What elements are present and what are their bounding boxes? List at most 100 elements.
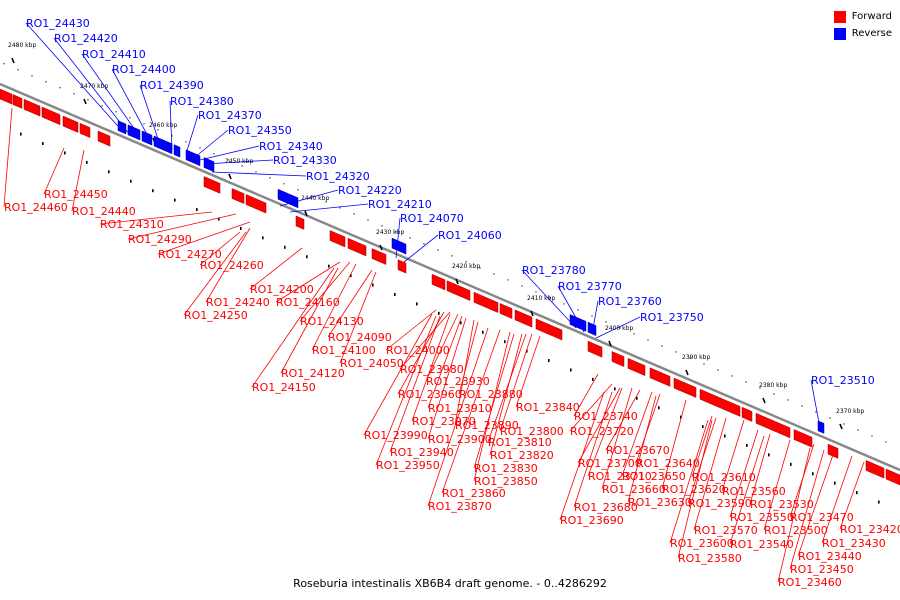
forward-gene-block bbox=[23, 98, 41, 117]
gene-label[interactable]: RO1_24210 bbox=[368, 198, 432, 211]
gene-label[interactable]: RO1_23630 bbox=[628, 496, 692, 509]
gene-label[interactable]: RO1_23640 bbox=[636, 457, 700, 470]
gene-label[interactable]: RO1_23880 bbox=[459, 388, 523, 401]
scale-dot bbox=[353, 213, 355, 215]
gene-label[interactable]: RO1_23570 bbox=[694, 524, 758, 537]
gene-label[interactable]: RO1_24260 bbox=[200, 259, 264, 272]
gene-label[interactable]: RO1_24450 bbox=[44, 188, 108, 201]
gene-label[interactable]: RO1_23910 bbox=[428, 402, 492, 415]
gene-label[interactable]: RO1_24250 bbox=[184, 309, 248, 322]
gene-label[interactable]: RO1_24050 bbox=[340, 357, 404, 370]
scale-dot bbox=[843, 423, 845, 425]
gene-label[interactable]: RO1_23540 bbox=[730, 538, 794, 551]
gene-label[interactable]: RO1_23430 bbox=[822, 537, 886, 550]
gene-label[interactable]: RO1_23990 bbox=[364, 429, 428, 442]
gene-label[interactable]: RO1_23600 bbox=[670, 537, 734, 550]
gene-label[interactable]: RO1_23810 bbox=[488, 436, 552, 449]
gene-label[interactable]: RO1_24200 bbox=[250, 283, 314, 296]
scale-dot bbox=[31, 74, 33, 77]
gene-label[interactable]: RO1_23960 bbox=[398, 388, 462, 401]
gene-label[interactable]: RO1_23690 bbox=[560, 514, 624, 527]
gene-label[interactable]: RO1_23420 bbox=[840, 523, 900, 536]
gene-label[interactable]: RO1_24310 bbox=[100, 218, 164, 231]
gene-label[interactable]: RO1_23460 bbox=[778, 576, 842, 589]
gene-label[interactable]: RO1_23610 bbox=[692, 471, 756, 484]
gene-label[interactable]: RO1_23550 bbox=[730, 511, 794, 524]
inner-scale-mark bbox=[746, 443, 748, 447]
gene-label[interactable]: RO1_23440 bbox=[798, 550, 862, 563]
gene-label[interactable]: RO1_23510 bbox=[811, 374, 875, 387]
gene-label[interactable]: RO1_24240 bbox=[206, 296, 270, 309]
gene-label[interactable]: RO1_23930 bbox=[426, 375, 490, 388]
gene-label[interactable]: RO1_23710 bbox=[588, 470, 652, 483]
gene-label[interactable]: RO1_23700 bbox=[578, 457, 642, 470]
gene-label[interactable]: RO1_23650 bbox=[622, 470, 686, 483]
gene-label[interactable]: RO1_23580 bbox=[678, 552, 742, 565]
gene-label[interactable]: RO1_24440 bbox=[72, 205, 136, 218]
gene-label[interactable]: RO1_24270 bbox=[158, 248, 222, 261]
gene-label[interactable]: RO1_23450 bbox=[790, 563, 854, 576]
gene-label[interactable]: RO1_23800 bbox=[500, 425, 564, 438]
gene-label[interactable]: RO1_24060 bbox=[438, 229, 502, 242]
gene-label[interactable]: RO1_24380 bbox=[170, 95, 234, 108]
gene-label[interactable]: RO1_23980 bbox=[400, 363, 464, 376]
gene-label[interactable]: RO1_24430 bbox=[26, 17, 90, 30]
gene-label[interactable]: RO1_23720 bbox=[570, 425, 634, 438]
gene-label[interactable]: RO1_23860 bbox=[442, 487, 506, 500]
gene-label[interactable]: RO1_23840 bbox=[516, 401, 580, 414]
gene-label[interactable]: RO1_24000 bbox=[386, 344, 450, 357]
gene-label[interactable]: RO1_23590 bbox=[688, 497, 752, 510]
gene-label[interactable]: RO1_23950 bbox=[376, 459, 440, 472]
gene-label[interactable]: RO1_23820 bbox=[490, 449, 554, 462]
gene-label[interactable]: RO1_24130 bbox=[300, 315, 364, 328]
scale-dot bbox=[815, 411, 817, 413]
gene-label[interactable]: RO1_23740 bbox=[574, 410, 638, 423]
gene-label[interactable]: RO1_23770 bbox=[558, 280, 622, 293]
forward-gene-block bbox=[793, 429, 813, 448]
gene-label[interactable]: RO1_23970 bbox=[412, 415, 476, 428]
gene-label[interactable]: RO1_23620 bbox=[662, 483, 726, 496]
gene-label[interactable]: RO1_23680 bbox=[574, 501, 638, 514]
gene-label[interactable]: RO1_23470 bbox=[790, 511, 854, 524]
gene-label[interactable]: RO1_23900 bbox=[428, 433, 492, 446]
forward-leader-line bbox=[425, 313, 459, 382]
gene-label[interactable]: RO1_23830 bbox=[474, 462, 538, 475]
gene-label[interactable]: RO1_24370 bbox=[198, 109, 262, 122]
gene-label[interactable]: RO1_23750 bbox=[640, 311, 704, 324]
scale-tick bbox=[304, 210, 308, 217]
gene-label[interactable]: RO1_24220 bbox=[338, 184, 402, 197]
gene-label[interactable]: RO1_23670 bbox=[606, 444, 670, 457]
gene-label[interactable]: RO1_23940 bbox=[390, 446, 454, 459]
gene-label[interactable]: RO1_23850 bbox=[474, 475, 538, 488]
scale-tick bbox=[839, 423, 843, 430]
gene-label[interactable]: RO1_23660 bbox=[602, 483, 666, 496]
gene-label[interactable]: RO1_23870 bbox=[428, 500, 492, 513]
gene-label[interactable]: RO1_24390 bbox=[140, 79, 204, 92]
forward-gene-block bbox=[865, 460, 885, 479]
gene-label[interactable]: RO1_24350 bbox=[228, 124, 292, 137]
gene-label[interactable]: RO1_24460 bbox=[4, 201, 68, 214]
gene-label[interactable]: RO1_24150 bbox=[252, 381, 316, 394]
gene-label[interactable]: RO1_24120 bbox=[281, 367, 345, 380]
gene-label[interactable]: RO1_23890 bbox=[455, 419, 519, 432]
gene-label[interactable]: RO1_23760 bbox=[598, 295, 662, 308]
gene-label[interactable]: RO1_24160 bbox=[276, 296, 340, 309]
gene-label[interactable]: RO1_24290 bbox=[128, 233, 192, 246]
gene-label[interactable]: RO1_23530 bbox=[750, 498, 814, 511]
gene-label[interactable]: RO1_24420 bbox=[54, 32, 118, 45]
gene-label[interactable]: RO1_23500 bbox=[764, 524, 828, 537]
gene-label[interactable]: RO1_24090 bbox=[328, 331, 392, 344]
forward-gene-block bbox=[446, 280, 471, 301]
gene-label[interactable]: RO1_24070 bbox=[400, 212, 464, 225]
gene-label[interactable]: RO1_24400 bbox=[112, 63, 176, 76]
gene-label[interactable]: RO1_23780 bbox=[522, 264, 586, 277]
forward-gene-block bbox=[827, 443, 839, 459]
gene-label[interactable]: RO1_24320 bbox=[306, 170, 370, 183]
gene-label[interactable]: RO1_24410 bbox=[82, 48, 146, 61]
scale-dot bbox=[605, 321, 607, 323]
gene-label[interactable]: RO1_24340 bbox=[259, 140, 323, 153]
gene-label[interactable]: RO1_24330 bbox=[273, 154, 337, 167]
gene-label[interactable]: RO1_23560 bbox=[722, 485, 786, 498]
forward-leader-line bbox=[489, 333, 523, 456]
gene-label[interactable]: RO1_24100 bbox=[312, 344, 376, 357]
